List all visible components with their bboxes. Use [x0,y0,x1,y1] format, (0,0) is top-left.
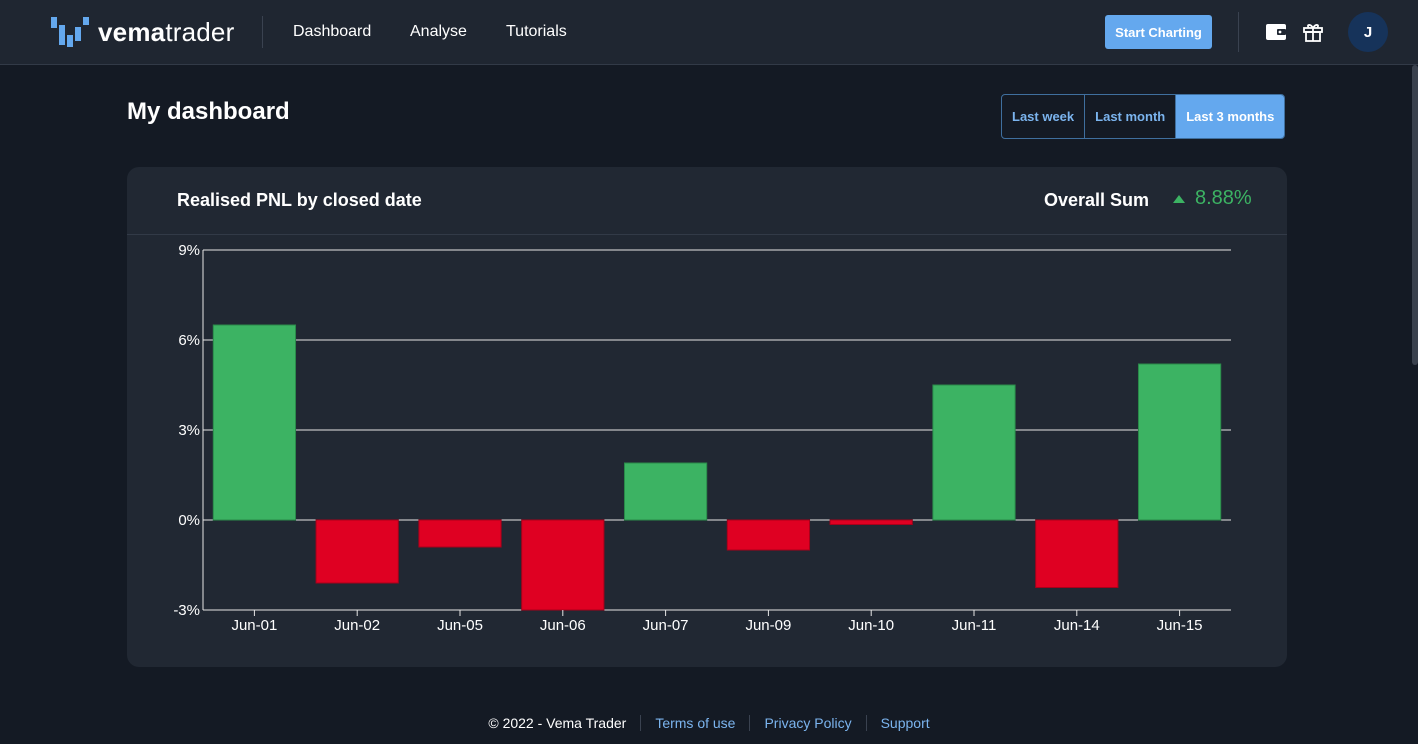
bar [315,519,399,584]
x-tick-label: Jun-09 [745,617,791,634]
logo-text: vematrader [98,17,235,47]
range-last-3-months[interactable]: Last 3 months [1176,95,1285,138]
x-tick-label: Jun-05 [437,617,483,634]
card-header: Realised PNL by closed date Overall Sum … [127,167,1287,235]
start-charting-button[interactable]: Start Charting [1105,15,1212,49]
pnl-card: Realised PNL by closed date Overall Sum … [127,167,1287,667]
x-tick-label: Jun-06 [540,617,586,634]
logo-icon [51,17,89,47]
scrollbar[interactable] [1412,65,1418,365]
terms-link[interactable]: Terms of use [655,715,736,731]
x-tick-label: Jun-15 [1157,617,1203,634]
y-tick-label: 3% [178,422,200,439]
copyright: © 2022 - Vema Trader [488,715,627,731]
footer-divider [640,715,642,731]
bar [212,324,297,521]
range-last-week[interactable]: Last week [1002,95,1086,138]
x-tick-label: Jun-02 [334,617,380,634]
bar [623,462,708,521]
x-tick-label: Jun-14 [1054,617,1100,634]
gift-icon[interactable] [1301,20,1325,44]
range-selector: Last week Last month Last 3 months [1001,94,1286,139]
footer-divider [865,715,867,731]
bar [1137,363,1222,521]
bar [1035,519,1119,588]
bar [418,519,502,548]
nav-divider [262,16,263,48]
nav-dashboard[interactable]: Dashboard [293,23,372,40]
y-tick-label: -3% [173,602,200,619]
overall-sum-label: Overall Sum [1044,190,1150,210]
top-navbar: vematrader Dashboard Analyse Tutorials S… [0,0,1418,65]
nav-divider-right [1238,12,1239,52]
avatar[interactable]: J [1348,12,1388,52]
y-tick-label: 6% [178,332,200,349]
nav-tutorials[interactable]: Tutorials [506,23,567,40]
overall-sum-value: 8.88% [1195,187,1252,209]
bar [521,519,605,611]
nav-analyse[interactable]: Analyse [410,23,467,40]
x-tick-label: Jun-10 [848,617,894,634]
bar [726,519,811,551]
up-arrow-icon [1173,195,1185,203]
privacy-link[interactable]: Privacy Policy [764,715,852,731]
bar [829,519,913,525]
x-tick-label: Jun-11 [952,617,997,634]
bar [932,384,1016,521]
pnl-bar-chart: 9% 6% 3% 0% -3% Jun-01 Jun-02 Jun-05 Jun-06 Jun-0… [173,242,1231,634]
card-title: Realised PNL by closed date [177,190,422,210]
logo[interactable]: vematrader [50,15,234,49]
page-title: My dashboard [127,98,290,125]
y-tick-label: 9% [178,242,200,259]
y-tick-label: 0% [178,512,200,529]
footer-divider [749,715,751,731]
footer: © 2022 - Vema Trader Terms of use Privac… [0,712,1418,734]
x-tick-label: Jun-01 [231,617,277,634]
wallet-icon[interactable] [1264,20,1288,44]
range-last-month[interactable]: Last month [1085,95,1177,138]
x-tick-label: Jun-07 [643,617,689,634]
support-link[interactable]: Support [880,715,930,731]
